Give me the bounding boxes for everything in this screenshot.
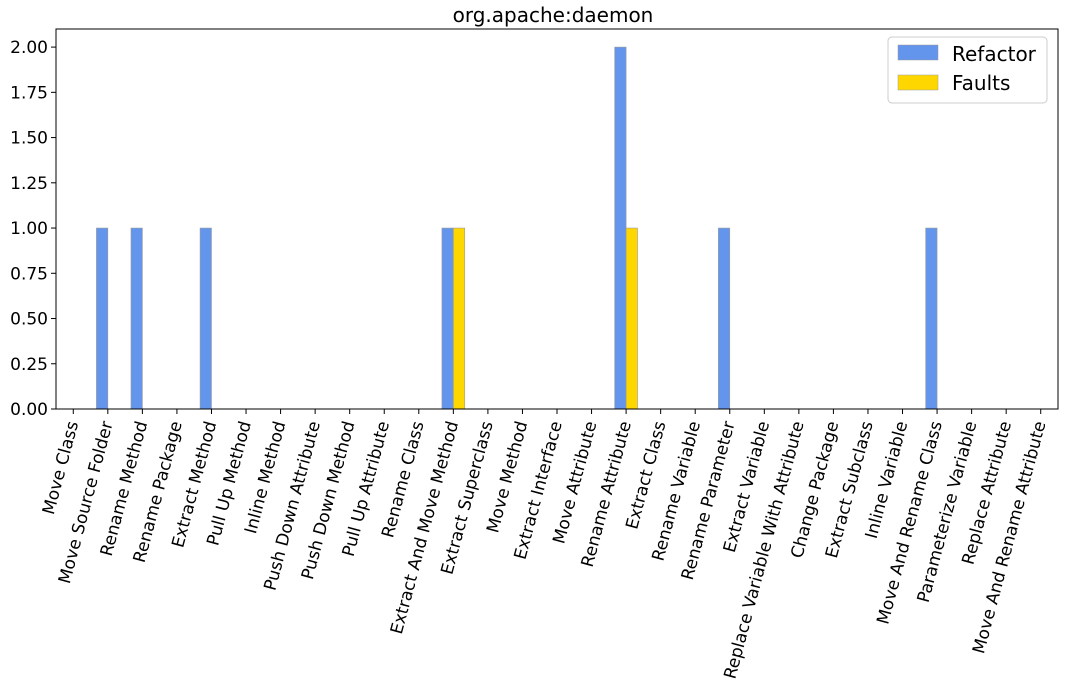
y-tick-label-5: 1.25: [10, 174, 48, 194]
legend-swatch-faults: [897, 74, 939, 91]
y-tick-label-8: 2.00: [10, 38, 48, 58]
y-tick-label-4: 1.00: [10, 219, 48, 239]
y-tick-label-0: 0.00: [10, 400, 48, 420]
chart-title: org.apache:daemon: [453, 3, 654, 27]
legend-label-faults: Faults: [952, 71, 1010, 95]
bar-refactor-25: [925, 227, 938, 410]
bar-refactor-16: [614, 46, 627, 410]
bar-faults-16: [625, 227, 638, 410]
bar-refactor-11: [441, 227, 454, 410]
y-tick-label-6: 1.50: [10, 129, 48, 149]
legend-swatch-refactor: [897, 44, 939, 61]
plot-area: 0.000.250.500.751.001.251.501.752.00Move…: [10, 28, 1059, 681]
plot-frame: [55, 28, 1059, 410]
bar-refactor-2: [130, 227, 143, 410]
bar-faults-11: [453, 227, 466, 410]
bar-refactor-4: [199, 227, 212, 410]
y-tick-label-2: 0.50: [10, 310, 48, 330]
bar-refactor-19: [718, 227, 731, 410]
bar-refactor-1: [96, 227, 109, 410]
legend-label-refactor: Refactor: [952, 42, 1037, 66]
legend: Refactor Faults: [887, 36, 1048, 104]
y-tick-label-7: 1.75: [10, 83, 48, 103]
y-tick-label-3: 0.75: [10, 264, 48, 284]
y-tick-label-1: 0.25: [10, 355, 48, 375]
